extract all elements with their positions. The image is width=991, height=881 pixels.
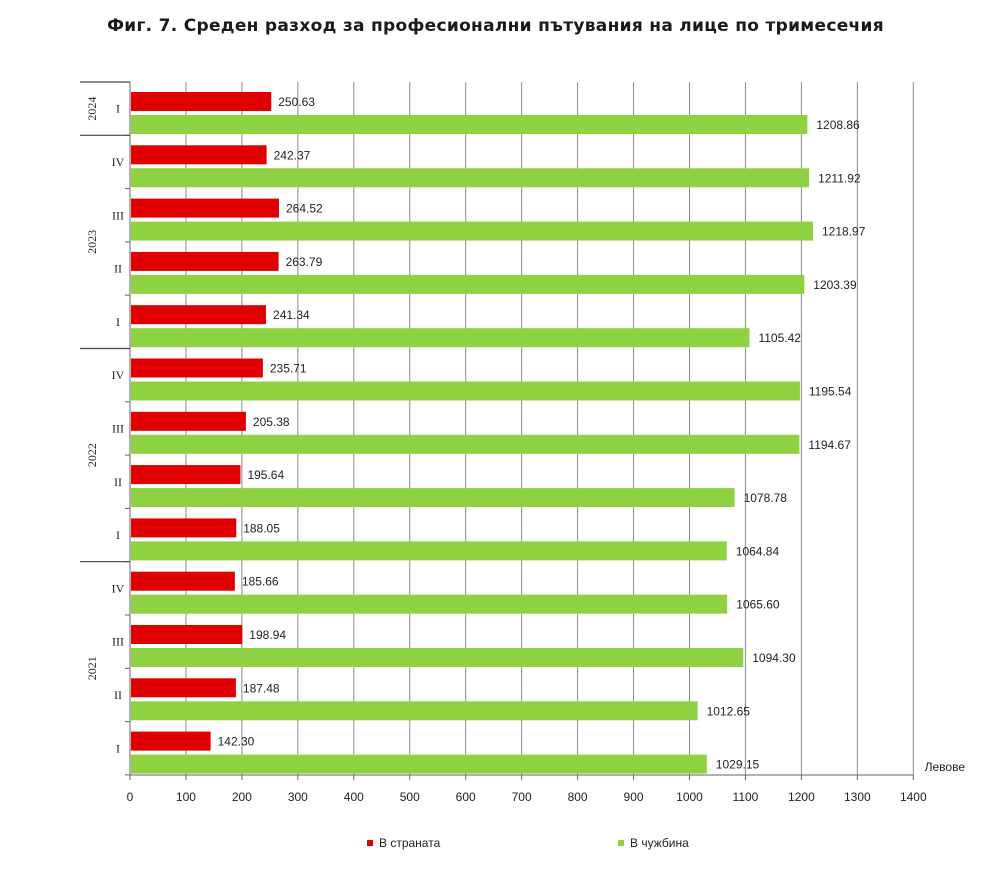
data-label-abroad: 1012.65	[707, 704, 751, 718]
legend-item-abroad: В чужбина	[618, 836, 689, 850]
data-label-abroad: 1208.86	[816, 118, 860, 132]
data-label-domestic: 263.79	[286, 255, 323, 269]
bar-abroad	[131, 328, 750, 348]
data-label-domestic: 241.34	[273, 308, 310, 322]
quarter-label: I	[116, 741, 120, 755]
legend-swatch-abroad	[618, 840, 624, 846]
legend-label-domestic: В страната	[379, 836, 441, 850]
data-label-abroad: 1078.78	[744, 491, 788, 505]
legend-item-domestic: В страната	[367, 836, 440, 850]
bar-domestic	[131, 571, 235, 591]
quarter-label: IV	[112, 368, 125, 382]
quarter-label: III	[112, 421, 124, 435]
bar-domestic	[131, 198, 279, 218]
year-label: 2024	[85, 97, 99, 121]
x-tick-label: 1200	[788, 790, 815, 804]
year-label: 2022	[85, 443, 99, 467]
bar-domestic	[131, 518, 237, 538]
quarter-label: II	[114, 262, 122, 276]
x-tick-label: 200	[232, 790, 252, 804]
bar-domestic	[131, 625, 243, 644]
x-tick-label: 0	[127, 790, 134, 804]
quarter-label: I	[116, 315, 120, 329]
quarter-label: III	[112, 208, 124, 222]
x-tick-label: 100	[176, 790, 196, 804]
x-tick-label: 900	[624, 790, 644, 804]
data-label-domestic: 235.71	[270, 362, 307, 376]
bar-abroad	[131, 488, 735, 508]
bar-abroad	[131, 168, 810, 188]
quarter-label: II	[114, 688, 122, 702]
bar-abroad	[131, 221, 814, 241]
bar-domestic	[131, 678, 236, 698]
x-tick-label: 600	[456, 790, 476, 804]
legend-swatch-domestic	[367, 840, 373, 846]
data-label-abroad: 1195.54	[809, 385, 852, 399]
bar-abroad	[131, 434, 800, 454]
x-tick-label: 1000	[676, 790, 703, 804]
bar-abroad	[131, 754, 707, 774]
x-tick-label: 1400	[900, 790, 927, 804]
year-label: 2023	[85, 230, 99, 254]
x-tick-label: 1100	[733, 790, 759, 804]
data-label-domestic: 198.94	[249, 628, 286, 642]
quarter-label: IV	[112, 581, 125, 595]
data-label-domestic: 142.30	[218, 735, 255, 749]
data-label-domestic: 205.38	[253, 415, 290, 429]
data-label-domestic: 264.52	[286, 202, 323, 216]
quarter-label: III	[112, 635, 124, 649]
bar-abroad	[131, 274, 805, 294]
data-label-abroad: 1105.42	[758, 331, 801, 345]
bar-abroad	[131, 381, 800, 401]
x-tick-label: 700	[512, 790, 532, 804]
quarter-label: IV	[112, 155, 125, 169]
bar-abroad	[131, 541, 727, 561]
data-label-abroad: 1211.92	[818, 171, 861, 185]
bar-abroad	[131, 115, 808, 134]
data-label-abroad: 1094.30	[752, 651, 796, 665]
data-label-domestic: 242.37	[274, 148, 311, 162]
bar-domestic	[131, 145, 267, 165]
bar-domestic	[131, 92, 272, 111]
bar-abroad	[131, 701, 698, 721]
x-tick-label: 800	[568, 790, 588, 804]
bar-domestic	[131, 411, 246, 431]
legend-label-abroad: В чужбина	[630, 836, 689, 850]
data-label-domestic: 250.63	[278, 95, 315, 109]
data-label-abroad: 1064.84	[736, 544, 780, 558]
quarter-label: II	[114, 475, 122, 489]
bar-domestic	[131, 731, 211, 751]
x-tick-label: 1300	[844, 790, 871, 804]
data-label-abroad: 1218.97	[822, 225, 866, 239]
data-label-abroad: 1029.15	[716, 758, 760, 772]
x-tick-label: 400	[344, 790, 364, 804]
x-tick-label: 500	[400, 790, 420, 804]
bar-domestic	[131, 251, 279, 271]
quarter-label: I	[116, 102, 120, 116]
chart-title: Фиг. 7. Среден разход за професионални п…	[107, 16, 884, 36]
bar-domestic	[131, 358, 263, 378]
data-label-domestic: 195.64	[247, 468, 284, 482]
x-axis-unit-label: Левове	[925, 760, 966, 774]
data-label-domestic: 188.05	[243, 521, 280, 535]
bar-abroad	[131, 594, 728, 614]
bar-domestic	[131, 465, 241, 485]
data-label-domestic: 185.66	[242, 575, 279, 589]
bar-abroad	[131, 648, 744, 667]
data-label-abroad: 1065.60	[736, 598, 780, 612]
year-label: 2021	[85, 656, 99, 680]
data-label-abroad: 1203.39	[813, 278, 857, 292]
quarter-label: I	[116, 528, 120, 542]
bar-domestic	[131, 305, 267, 325]
data-label-domestic: 187.48	[243, 681, 280, 695]
x-tick-label: 300	[288, 790, 308, 804]
data-label-abroad: 1194.67	[808, 438, 851, 452]
